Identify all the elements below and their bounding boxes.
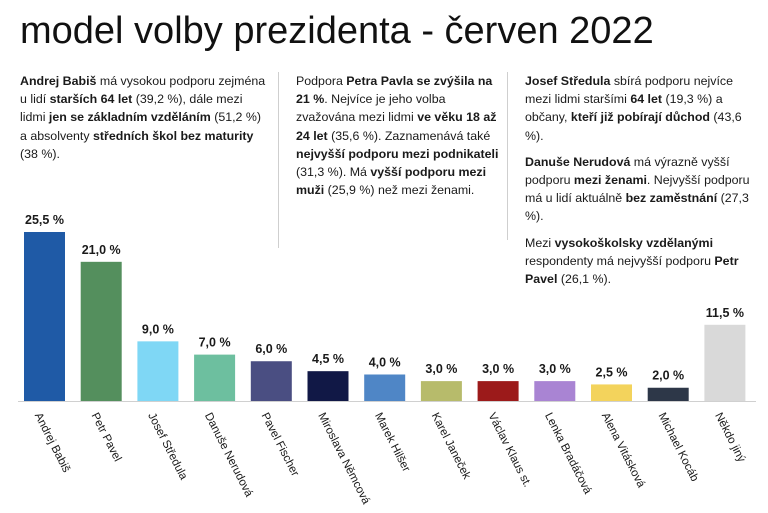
note-text: má vysokou podporu zejména u lidí [20, 74, 266, 107]
data-label: 3,0 % [425, 362, 457, 376]
note-emphasis: starších 64 let [49, 92, 133, 107]
note-pavel: Podpora Petra Pavla se zvýšila na 21 %. … [296, 72, 501, 207]
data-label: 11,5 % [706, 306, 744, 320]
category-label: Karel Janeček [429, 411, 473, 482]
note-emphasis: 64 let [630, 92, 663, 107]
category-label: Alena Vitásková [599, 411, 647, 490]
data-label: 4,0 % [369, 355, 401, 369]
bar [364, 374, 406, 401]
note-emphasis: bez zaměstnání [625, 191, 718, 206]
data-label: 25,5 % [25, 213, 64, 227]
note-emphasis: středních škol bez maturity [93, 128, 254, 143]
bar [307, 371, 349, 401]
note-babis: Andrej Babiš má vysokou podporu zejména … [20, 72, 268, 171]
bar [137, 341, 179, 401]
bar [534, 381, 576, 401]
note-emphasis: Petr Pavel [525, 253, 739, 287]
data-label: 6,0 % [255, 342, 287, 356]
note-text: (51,2 %) a absolventy [20, 110, 262, 143]
note-emphasis: vysokoškolsky vzdělanými [554, 235, 714, 250]
note-text: (25,9 %) než mezi ženami. [324, 183, 475, 198]
note-emphasis: mezi ženami [573, 173, 647, 188]
note-text: sbírá podporu nejvíce mezi lidmi starším… [525, 74, 733, 107]
note-text: (19,3 %) a občany, [525, 92, 723, 125]
category-label: Pavel Fischer [259, 411, 301, 479]
category-label: Lenka Bradáčová [542, 411, 594, 497]
data-label: 21,0 % [82, 243, 121, 257]
category-label: Miroslava Němcová [315, 411, 372, 507]
bar [24, 232, 65, 401]
bar [591, 384, 632, 401]
note-paragraph: Mezi vysokoškolsky vzdělanými respondent… [525, 234, 760, 289]
note-text: respondenty má nejvyšší podporu [525, 253, 715, 268]
category-label: Danuše Nerudová [202, 411, 255, 500]
category-label: Andrej Babiš [32, 411, 72, 475]
data-label: 9,0 % [142, 322, 174, 336]
note-emphasis: Andrej Babiš [20, 74, 97, 88]
note-text: . Nejvyšší podporu má u lidí aktuálně [525, 173, 750, 206]
bar [477, 381, 519, 401]
note-paragraph: Podpora Petra Pavla se zvýšila na 21 %. … [296, 72, 501, 199]
chart-title: model volby prezidenta - červen 2022 [20, 10, 654, 52]
column-divider [278, 72, 279, 248]
note-emphasis: ve věku 18 až 24 let [296, 110, 497, 143]
bar [647, 387, 689, 401]
note-text: Podpora [296, 74, 347, 88]
note-text: má výrazně vyšší podporu [525, 154, 730, 188]
note-emphasis: Petra Pavla se zvýšila na 21 % [296, 74, 493, 107]
category-label: Marek Hilšer [372, 411, 412, 474]
note-text: . Nejvíce je jeho volba zvažována mezi l… [296, 92, 446, 125]
data-label: 7,0 % [199, 336, 231, 350]
data-label: 3,0 % [539, 362, 571, 376]
bar [420, 381, 462, 401]
note-paragraph: Josef Středula sbírá podporu nejvíce mez… [525, 72, 760, 145]
data-label: 2,0 % [652, 369, 684, 383]
note-text: (38 %). [20, 146, 60, 161]
bar [250, 361, 292, 401]
bar [80, 261, 122, 401]
note-emphasis: nejvyšší podporu mezi podnikateli [296, 146, 499, 161]
note-emphasis: vyšší podporu mezi muži [296, 165, 487, 198]
note-text: (35,6 %). Zaznamenává také [327, 128, 491, 143]
bar [704, 324, 746, 401]
note-emphasis: kteří již pobírají důchod [570, 110, 710, 125]
note-emphasis: Danuše Nerudová [525, 154, 631, 169]
bar [194, 354, 236, 401]
category-label: Václav Klaus st. [485, 411, 533, 489]
note-emphasis: jen se základním vzděláním [48, 110, 211, 125]
category-label: Někdo jiný [712, 411, 747, 465]
category-label: Petr Pavel [89, 411, 124, 464]
data-label: 4,5 % [312, 352, 344, 366]
note-text: (39,2 %), dále mezi lidmi [20, 92, 243, 125]
category-label: Josef Středula [145, 411, 189, 482]
note-text: (31,3 %). Má [296, 165, 371, 180]
note-text: (27,3 %). [525, 191, 749, 224]
category-label: Michael Kocáb [656, 411, 701, 484]
note-text: (43,6 %). [525, 110, 742, 143]
note-emphasis: Josef Středula [525, 74, 611, 88]
data-label: 2,5 % [596, 365, 628, 379]
note-paragraph: Andrej Babiš má vysokou podporu zejména … [20, 72, 268, 163]
note-paragraph: Danuše Nerudová má výrazně vyšší podporu… [525, 153, 760, 226]
note-text: Mezi [525, 235, 555, 250]
column-divider [507, 72, 508, 240]
note-text: (26,1 %). [557, 272, 612, 287]
note-stredula-nerudova: Josef Středula sbírá podporu nejvíce mez… [525, 72, 760, 296]
data-label: 3,0 % [482, 362, 514, 376]
